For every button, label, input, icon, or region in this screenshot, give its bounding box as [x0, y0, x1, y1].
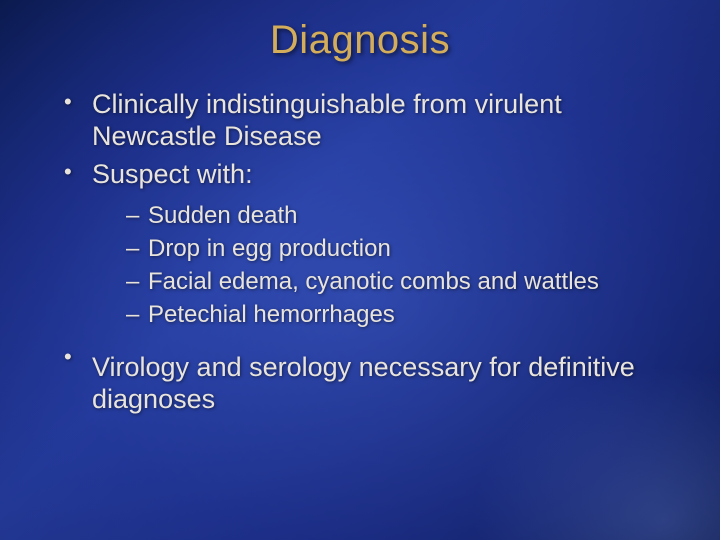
sub-bullet-text: Sudden death [148, 202, 297, 229]
bullet-text: Suspect with: [92, 159, 253, 189]
slide: Diagnosis Clinically indistinguishable f… [0, 0, 720, 540]
bullet-item: Suspect with: Sudden death Drop in egg p… [64, 159, 680, 330]
sub-bullet-item: Sudden death [126, 201, 680, 230]
bullet-item: Clinically indistinguishable from virule… [64, 89, 680, 153]
bullet-list: Clinically indistinguishable from virule… [40, 89, 680, 415]
sub-bullet-list: Sudden death Drop in egg production Faci… [92, 201, 680, 330]
sub-bullet-text: Facial edema, cyanotic combs and wattles [148, 268, 599, 295]
sub-bullet-item: Petechial hemorrhages [126, 300, 680, 329]
spacer [92, 344, 680, 352]
slide-title: Diagnosis [40, 18, 680, 63]
sub-bullet-text: Drop in egg production [148, 235, 391, 262]
sub-bullet-item: Facial edema, cyanotic combs and wattles [126, 267, 680, 296]
bullet-item: Virology and serology necessary for defi… [64, 344, 680, 416]
bullet-text: Clinically indistinguishable from virule… [92, 89, 562, 151]
bullet-text: Virology and serology necessary for defi… [92, 352, 635, 414]
sub-bullet-text: Petechial hemorrhages [148, 301, 395, 328]
sub-bullet-item: Drop in egg production [126, 234, 680, 263]
